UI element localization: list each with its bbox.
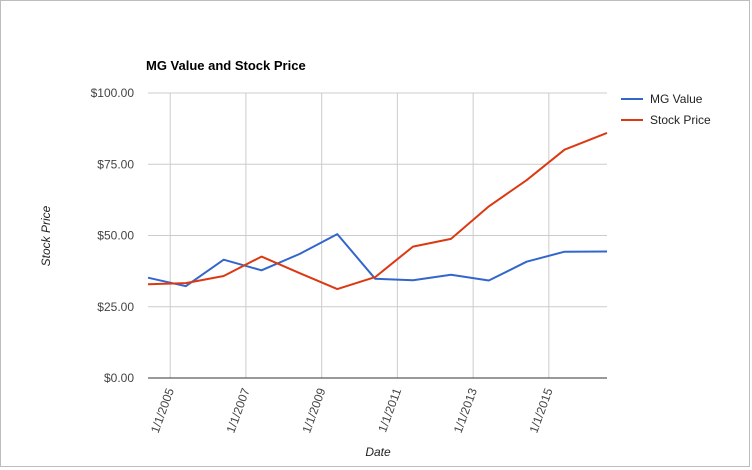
series-line-mg-value — [148, 234, 607, 286]
x-axis-ticks: 1/1/2005 1/1/2007 1/1/2009 1/1/2011 1/1/2013… — [148, 386, 556, 435]
legend-entry: Stock Price — [650, 113, 711, 127]
chart-title: MG Value and Stock Price — [146, 58, 306, 73]
y-tick-label: $50.00 — [97, 229, 134, 243]
gridlines — [148, 93, 607, 378]
series-lines — [148, 133, 607, 289]
y-tick-label: $0.00 — [104, 371, 134, 385]
x-tick-label: 1/1/2015 — [527, 386, 556, 435]
y-axis-label: Stock Price — [39, 205, 53, 266]
x-tick-label: 1/1/2011 — [375, 386, 404, 434]
y-tick-label: $25.00 — [97, 300, 134, 314]
x-tick-label: 1/1/2013 — [451, 386, 480, 435]
legend: MG Value Stock Price — [621, 92, 711, 127]
legend-entry: MG Value — [650, 92, 703, 106]
y-tick-label: $75.00 — [97, 157, 134, 171]
x-tick-label: 1/1/2009 — [299, 386, 328, 435]
y-tick-label: $100.00 — [91, 86, 135, 100]
x-tick-label: 1/1/2005 — [148, 386, 177, 435]
y-axis-ticks: $0.00 $25.00 $50.00 $75.00 $100.00 — [91, 86, 135, 385]
x-tick-label: 1/1/2007 — [224, 386, 253, 435]
x-axis-label: Date — [365, 445, 391, 459]
